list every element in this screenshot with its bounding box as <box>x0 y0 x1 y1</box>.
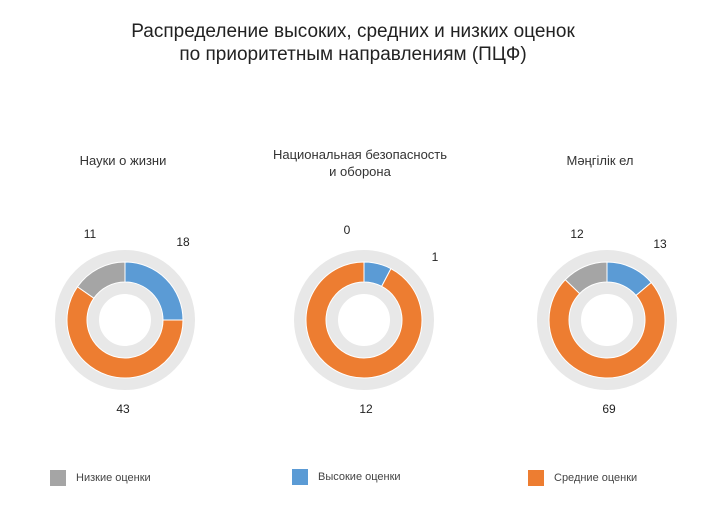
legend-swatch-high <box>292 469 308 485</box>
donut-slice-medium <box>305 261 423 379</box>
donut-slice-low <box>564 261 608 295</box>
chart-2-title-line-1: Национальная безопасность <box>272 147 448 162</box>
chart-3-label-high: 13 <box>653 237 667 251</box>
legend-swatch-low <box>50 470 66 486</box>
chart-2-label-low: 0 <box>343 223 351 237</box>
chart-2-donut <box>294 250 434 390</box>
donut-slice-medium <box>548 278 666 379</box>
chart-1-donut <box>55 250 195 390</box>
chart-1-label-medium: 43 <box>116 402 130 416</box>
legend-swatch-medium <box>528 470 544 486</box>
chart-2-title-line-2: и оборона <box>329 164 391 179</box>
donut-slice-low <box>76 261 126 299</box>
chart-1-title: Науки о жизни <box>38 152 208 169</box>
legend-label-high: Высокие оценки <box>318 471 401 483</box>
chart-2-label-high: 1 <box>431 250 439 264</box>
title-line-2: по приоритетным направлениям (ПЦФ) <box>179 44 527 65</box>
donut-slice-medium <box>66 286 184 379</box>
chart-3-donut <box>537 250 677 390</box>
chart-1-title-line-1: Науки о жизни <box>79 153 167 168</box>
chart-1-label-low: 11 <box>83 227 97 241</box>
chart-3-label-medium: 69 <box>602 402 616 416</box>
legend-label-medium: Средние оценки <box>554 472 638 484</box>
legend-item-high: Высокие оценки <box>292 469 401 485</box>
page-title: Распределение высоких, средних и низких … <box>0 20 706 66</box>
legend-item-medium: Средние оценки <box>528 470 637 486</box>
title-line-1: Распределение высоких, средних и низких … <box>131 21 575 42</box>
legend-label-low: Низкие оценки <box>76 472 151 484</box>
chart-3-title-line-1: Мәңгілік ел <box>566 153 634 168</box>
chart-1-label-high: 18 <box>176 235 190 249</box>
chart-2-label-medium: 12 <box>359 402 373 416</box>
chart-2-title: Национальная безопасность и оборона <box>250 146 470 180</box>
chart-3-label-low: 12 <box>570 227 584 241</box>
legend-item-low: Низкие оценки <box>50 470 151 486</box>
chart-3-title: Мәңгілік ел <box>520 152 680 169</box>
